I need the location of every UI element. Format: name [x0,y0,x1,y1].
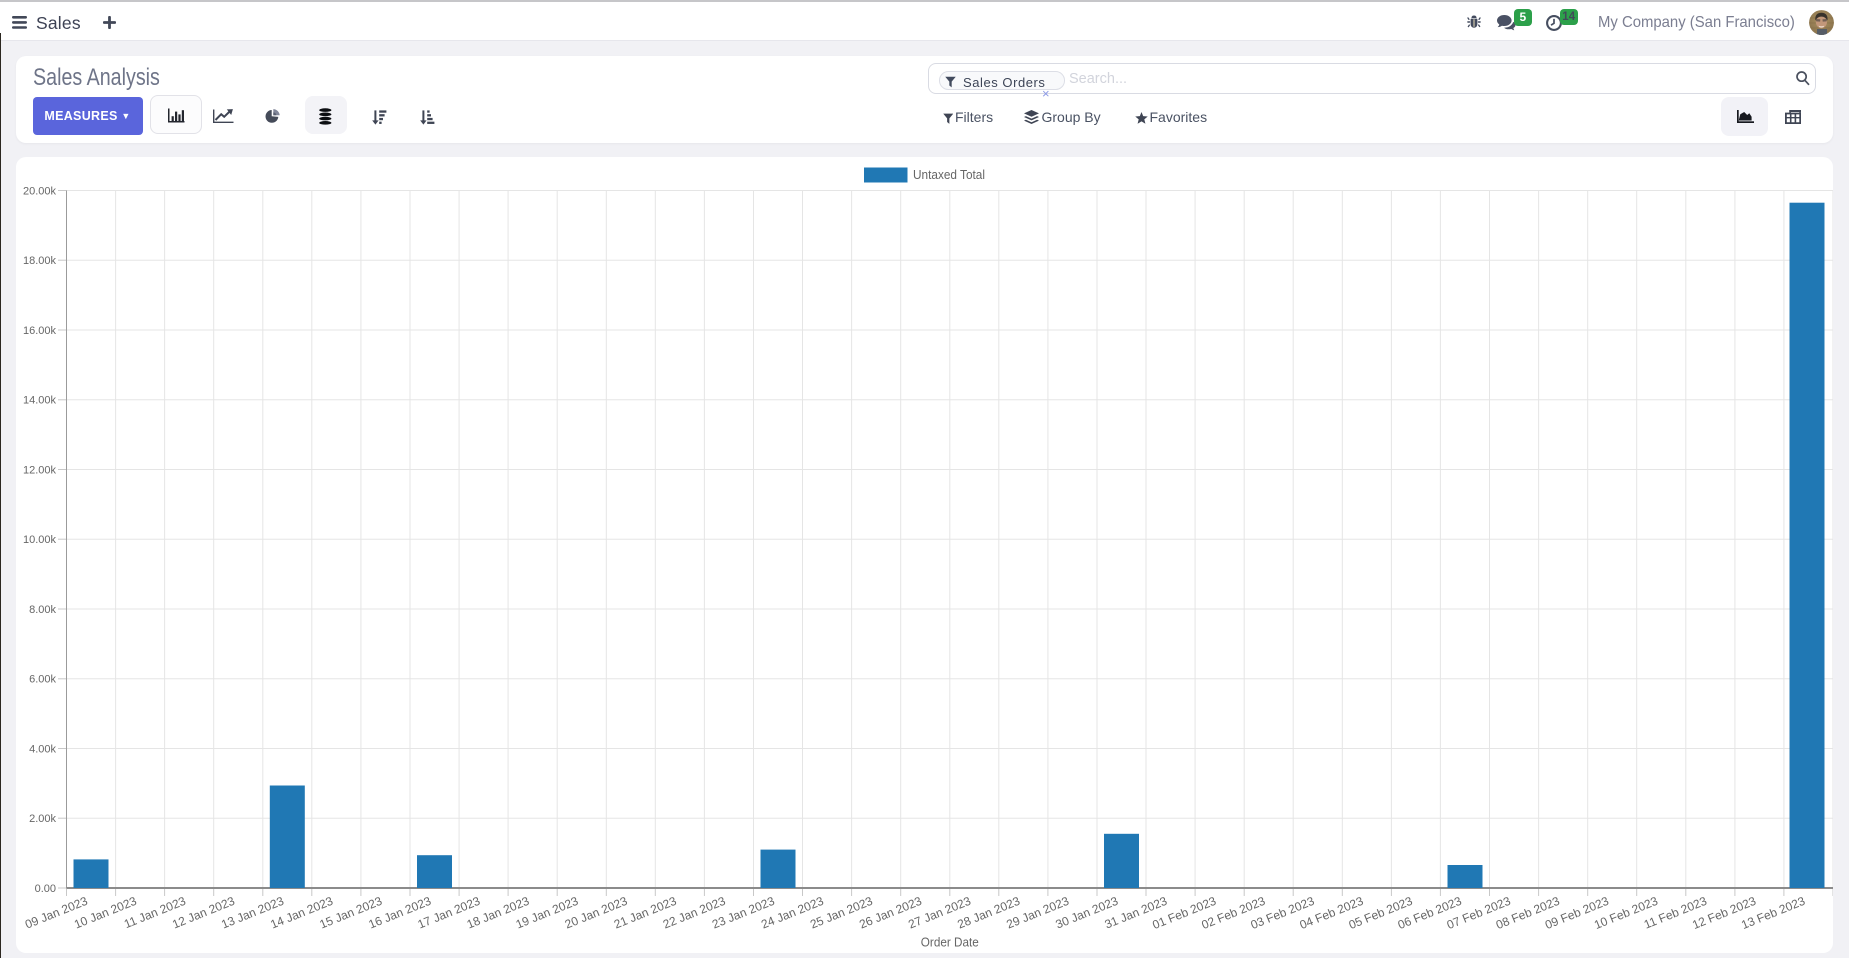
svg-text:8.00k: 8.00k [29,604,56,616]
svg-text:12.00k: 12.00k [23,464,57,476]
svg-text:6.00k: 6.00k [29,674,56,686]
svg-text:16.00k: 16.00k [23,325,57,337]
svg-text:Order Date: Order Date [921,935,979,950]
svg-text:18.00k: 18.00k [23,255,57,267]
svg-text:Untaxed Total: Untaxed Total [913,167,985,182]
svg-text:0.00: 0.00 [35,883,56,895]
svg-text:10.00k: 10.00k [23,534,57,546]
svg-text:2.00k: 2.00k [29,813,56,825]
svg-text:20.00k: 20.00k [23,185,57,197]
svg-text:4.00k: 4.00k [29,743,56,755]
svg-text:14.00k: 14.00k [23,395,57,407]
